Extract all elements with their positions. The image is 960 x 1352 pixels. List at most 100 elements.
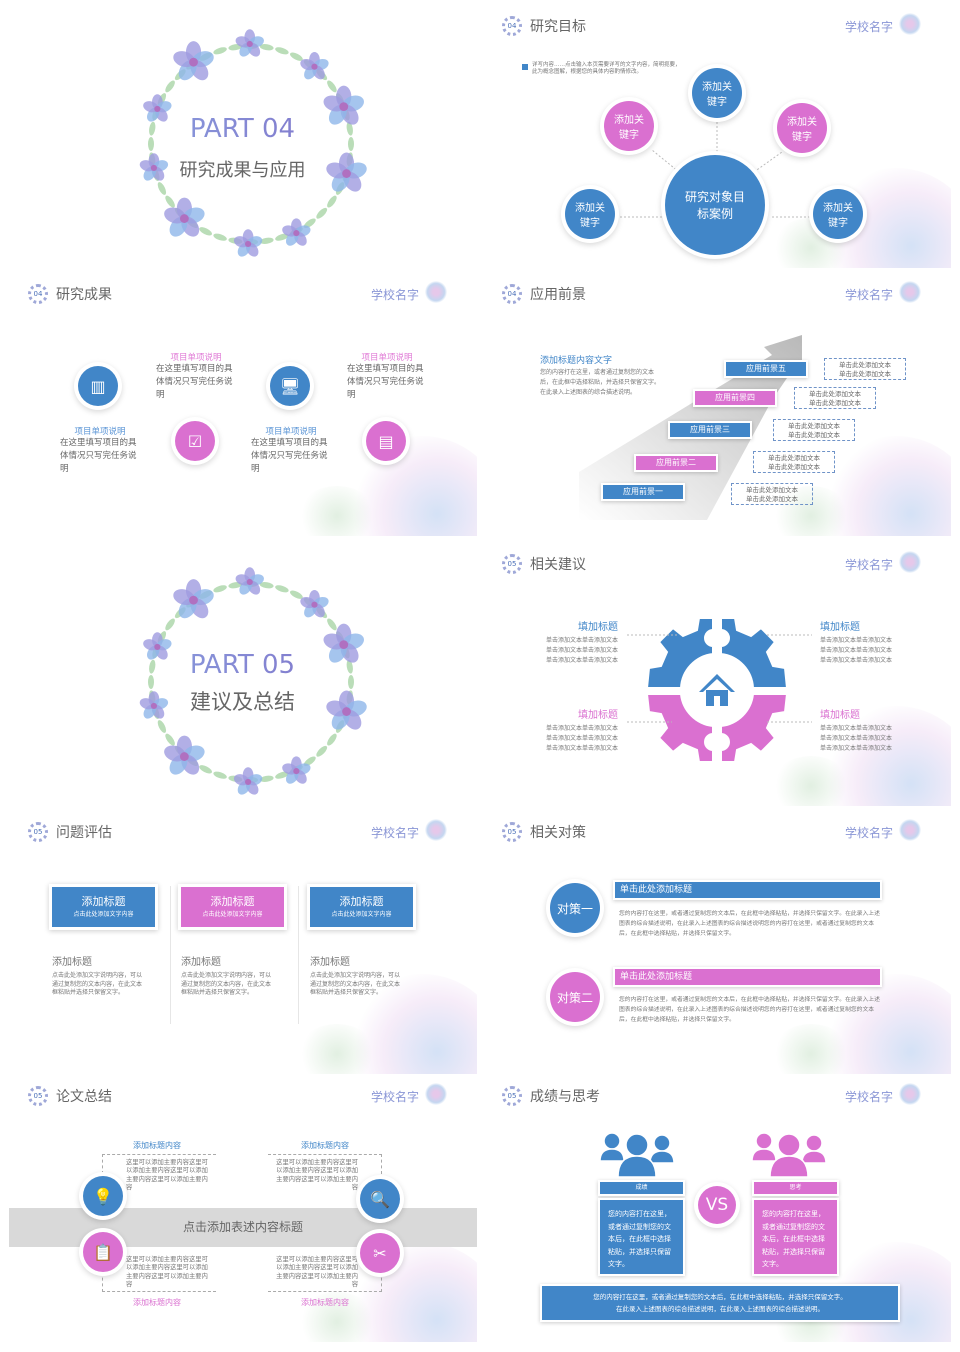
slide-countermeasures[interactable]: 05 相关对策 学校名字 对策一 单击此处添加标题 您的内容打在这里，或者通过复… xyxy=(482,808,951,1074)
keyword-node[interactable]: 添加关键字 xyxy=(692,68,742,118)
part-subtitle: 研究成果与应用 xyxy=(179,160,306,181)
flower-icon xyxy=(425,819,447,841)
leaf-shape xyxy=(346,121,353,136)
binders-icon: ▥ xyxy=(78,366,118,406)
card-body: 点击此处添加文字说明内容，可以通过复制您的文本内容，在此文本框粘贴并选择只保留文… xyxy=(181,972,272,996)
checklist-icon: 📋 xyxy=(83,1232,123,1272)
slide-research-goals[interactable]: 04 研究目标 学校名字 详写内容……点击输入本页需要详写的文字内容，简明扼要，… xyxy=(482,2,951,268)
leaf-shape xyxy=(199,227,212,236)
flower-shape xyxy=(300,52,329,80)
countermeasure-bubble: 对策二 xyxy=(550,972,600,1022)
slide-title: 研究成果 xyxy=(56,287,112,303)
leaf-shape xyxy=(165,618,175,631)
leaf-shape xyxy=(327,618,337,631)
gear-top-half-icon xyxy=(645,617,789,689)
flower-shape xyxy=(164,735,205,775)
leaf-shape xyxy=(259,237,274,244)
step-two[interactable]: 应用前景二 xyxy=(636,456,716,470)
assessment-card[interactable]: 添加标题 点击此处添加文字内容 添加标题 点击此处添加文字说明内容，可以通过复制您… xyxy=(181,887,284,998)
tools-icon: ✂ xyxy=(360,1233,400,1273)
leaf-decoration xyxy=(297,1024,377,1074)
flower-shape xyxy=(139,153,169,181)
leaf-shape xyxy=(348,675,354,689)
slide-thesis-summary[interactable]: 05 论文总结 学校名字 点击添加表述内容标题 添加标题内容 添加标题内容 添加… xyxy=(8,1076,477,1342)
gear-bottom-half-icon xyxy=(645,693,789,763)
leaf-shape xyxy=(316,745,328,757)
leaf-shape xyxy=(165,80,175,93)
flower-icon xyxy=(899,13,921,35)
step-note[interactable]: 单击此处添加文本 单击此处添加文本 xyxy=(731,483,813,505)
item-title: 项目单项说明 xyxy=(361,353,413,363)
suggestion-block: 填加标题 单击添加文本单击添加文本 单击添加文本单击添加文本 单击添加文本单击添加… xyxy=(522,618,618,666)
keyword-node[interactable]: 添加关键字 xyxy=(813,189,863,239)
countermeasure-body: 您的内容打在这里，或者通过复制您的文本后，在此框中选择粘贴，并选择只保留文字。在… xyxy=(619,997,880,1023)
keyword-node[interactable]: 添加关键字 xyxy=(604,101,654,151)
school-name: 学校名字 xyxy=(370,826,419,840)
step-one[interactable]: 应用前景一 xyxy=(603,485,683,499)
connector-lines xyxy=(627,634,812,723)
section-badge: 04 xyxy=(28,284,48,304)
slide-title: 相关对策 xyxy=(530,825,586,841)
leaf-shape xyxy=(157,182,167,195)
leaf-shape xyxy=(348,137,354,151)
step-three[interactable]: 应用前景三 xyxy=(670,423,750,437)
card-title: 添加标题 xyxy=(81,895,126,908)
flower-icon xyxy=(425,1083,447,1105)
quad-title: 添加标题内容 xyxy=(133,1298,181,1307)
flower-shape xyxy=(282,218,311,246)
flower-shape xyxy=(233,229,263,257)
people-group-icon xyxy=(599,1132,675,1178)
summary-band[interactable]: 点击添加表述内容标题 xyxy=(9,1208,477,1247)
school-name: 学校名字 xyxy=(844,558,893,572)
flower-shape xyxy=(326,152,367,192)
slide-research-results[interactable]: 04 研究成果 学校名字 ▥ ☑ 🖥 ▤ 项目单项说明 在这里填写项目的具体情况… xyxy=(8,270,477,536)
slide-suggestions[interactable]: 05 相关建议 学校名字 填加标题 单击添加文本单击添加文本 单击添加文本单击添加… xyxy=(482,540,951,806)
item-body: 在这里填写项目的具体情况只写完任务说明 xyxy=(60,438,137,474)
step-note[interactable]: 单击此处添加文本 单击此处添加文本 xyxy=(773,419,855,441)
block-title: 填加标题 xyxy=(578,710,618,721)
card-heading: 添加标题 xyxy=(181,957,221,968)
assessment-card[interactable]: 添加标题 点击此处添加文字内容 添加标题 点击此处添加文字说明内容，可以通过复制您… xyxy=(52,887,155,998)
section-badge: 04 xyxy=(502,16,522,36)
flower-shape xyxy=(323,85,364,125)
step-note[interactable]: 单击此处添加文本 单击此处添加文本 xyxy=(794,387,876,409)
suggestion-block: 填加标题 单击添加文本单击添加文本 单击添加文本单击添加文本 单击添加文本单击添加… xyxy=(522,706,618,754)
step-five[interactable]: 应用前景五 xyxy=(726,362,806,376)
part-number: PART 05 xyxy=(8,650,477,680)
school-name: 学校名字 xyxy=(844,20,893,34)
slide-problem-assessment[interactable]: 05 问题评估 学校名字 添加标题 点击此处添加文字内容 添加标题 点击此处添加文… xyxy=(8,808,477,1074)
block-title: 填加标题 xyxy=(820,710,860,721)
quad-title: 添加标题内容 xyxy=(133,1141,181,1150)
leaf-decoration xyxy=(771,486,851,536)
slide-part-04[interactable]: PART 04 研究成果与应用 xyxy=(8,2,477,268)
quad-body: 这里可以添加主要内容这里可以添加主要内容这里可以添加主要内容这里可以添加主要内容 xyxy=(276,1159,358,1191)
flower-icon xyxy=(899,1083,921,1105)
leaf-shape xyxy=(327,195,337,208)
suggestion-block: 填加标题 单击添加文本单击添加文本 单击添加文本单击添加文本 单击添加文本单击添加… xyxy=(820,618,916,666)
countermeasure-title[interactable]: 单击此处添加标题 xyxy=(615,882,880,898)
step-four[interactable]: 应用前景四 xyxy=(695,391,775,405)
slide-part-05[interactable]: PART 05 建议及总结 xyxy=(8,540,477,806)
leaf-shape xyxy=(149,121,156,136)
card-body: 点击此处添加文字说明内容，可以通过复制您的文本内容，在此文本框粘贴并选择只保留文… xyxy=(52,972,143,996)
leaf-shape xyxy=(213,771,227,779)
reflection-label: 思考 xyxy=(754,1182,837,1194)
flower-icon xyxy=(425,281,447,303)
document-icon: ▤ xyxy=(366,421,406,461)
step-note[interactable]: 单击此处添加文本 单击此处添加文本 xyxy=(824,358,906,380)
school-name: 学校名字 xyxy=(370,1090,419,1104)
leaf-shape xyxy=(165,733,175,746)
flower-shape xyxy=(143,632,172,660)
keyword-node[interactable]: 添加关键字 xyxy=(777,103,827,153)
assessment-card[interactable]: 添加标题 点击此处添加文字内容 添加标题 点击此处添加文字说明内容，可以通过复制您… xyxy=(310,887,413,998)
countermeasure-title[interactable]: 单击此处添加标题 xyxy=(615,969,880,985)
leaf-shape xyxy=(148,137,154,151)
slide-application-prospects[interactable]: 04 应用前景 学校名字 添加标题内容文字 您的内容打在这里，或者通过复制您的文… xyxy=(482,270,951,536)
step-note[interactable]: 单击此处添加文本 单击此处添加文本 xyxy=(753,451,835,473)
item-text: 项目单项说明 在这里填写项目的具体情况只写完任务说明 xyxy=(251,425,331,476)
keyword-node[interactable]: 添加关键字 xyxy=(565,189,615,239)
leaf-shape xyxy=(327,80,337,93)
leaf-shape xyxy=(327,733,337,746)
slide-results-reflection[interactable]: 05 成绩与思考 学校名字 成绩 思考 您的内容打在这里，或者通过复制您的文本后… xyxy=(482,1076,951,1342)
slide-title: 研究目标 xyxy=(530,19,586,35)
